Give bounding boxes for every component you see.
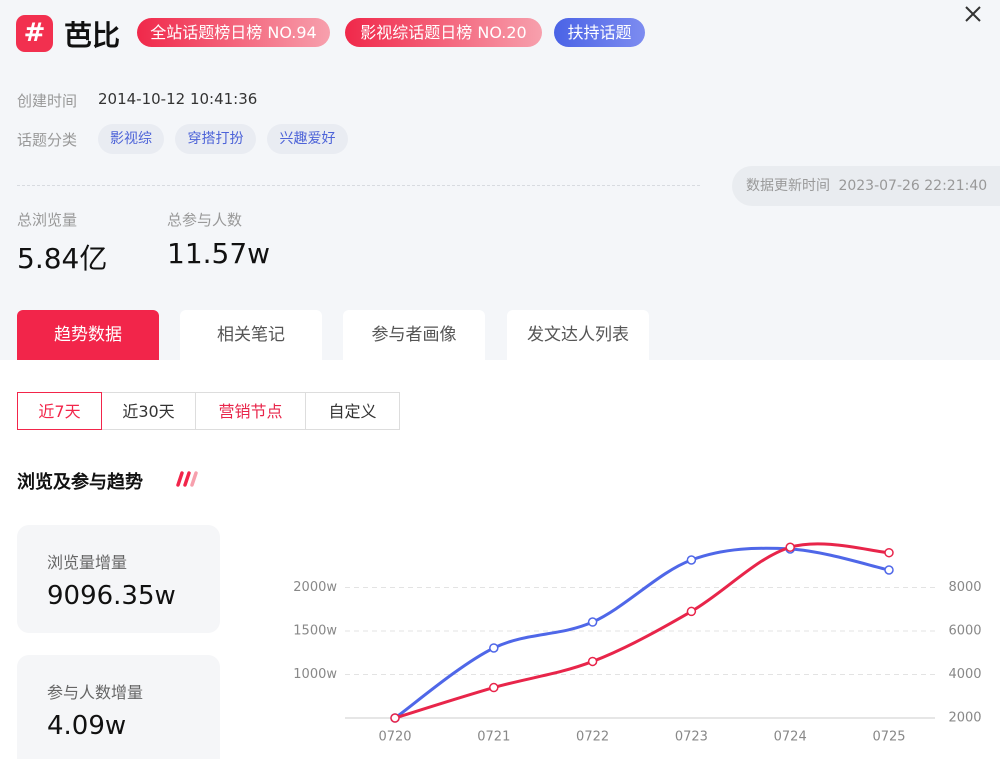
divider <box>17 185 700 186</box>
section-icon <box>176 471 198 487</box>
card-value: 9096.35w <box>47 581 176 611</box>
stat-card: 浏览量增量 9096.35w <box>17 525 220 633</box>
data-point <box>587 617 598 627</box>
y-tick-label: 2000w <box>293 580 337 595</box>
filter[interactable]: 自定义 <box>305 392 400 430</box>
data-point <box>489 682 499 693</box>
x-tick-label: 0723 <box>675 730 708 745</box>
rank-badge: 全站话题榜日榜 NO.94 <box>137 18 330 47</box>
data-point <box>884 565 894 575</box>
topic-title: 芭比 <box>64 19 121 52</box>
y-tick-label: 1000w <box>293 667 337 682</box>
section-title: 浏览及参与趋势 <box>17 472 143 493</box>
close-button[interactable] <box>963 4 983 24</box>
data-point <box>489 643 499 653</box>
category-tag[interactable]: 影视综 <box>98 124 164 154</box>
y2-tick-label: 6000 <box>948 624 981 639</box>
category-tag[interactable]: 穿搭打扮 <box>175 124 256 154</box>
tab[interactable]: 参与者画像 <box>343 310 485 360</box>
data-point <box>785 542 795 553</box>
x-tick-label: 0722 <box>576 730 609 745</box>
series-line <box>394 542 890 720</box>
update-value: 2023-07-26 22:21:40 <box>838 178 988 194</box>
update-label: 数据更新时间 <box>746 178 830 194</box>
support-badge: 扶持话题 <box>554 18 645 47</box>
category-tag[interactable]: 兴趣爱好 <box>267 124 348 154</box>
y-tick-label: 1500w <box>293 624 337 639</box>
data-point <box>390 713 400 723</box>
data-point <box>686 606 697 617</box>
rank-badge: 影视综话题日榜 NO.20 <box>345 18 542 47</box>
tab[interactable]: 相关笔记 <box>180 310 322 360</box>
y2-tick-label: 8000 <box>948 580 981 595</box>
tab-active[interactable]: 趋势数据 <box>17 310 159 360</box>
data-point <box>884 547 894 558</box>
created-value: 2014-10-12 10:41:36 <box>98 90 258 108</box>
series-line <box>394 546 890 720</box>
card-label: 参与人数增量 <box>47 683 144 702</box>
created-label: 创建时间 <box>17 92 78 110</box>
category-label: 话题分类 <box>17 131 78 149</box>
x-tick-label: 0721 <box>477 730 510 745</box>
stat-label: 总参与人数 <box>167 211 243 229</box>
x-tick-label: 0720 <box>378 730 411 745</box>
x-tick-label: 0724 <box>774 730 807 745</box>
filter-active[interactable]: 近7天 <box>17 392 102 430</box>
stat-label: 总浏览量 <box>17 211 78 229</box>
stat-card: 参与人数增量 4.09w <box>17 655 220 759</box>
stat-value: 5.84亿 <box>17 242 108 275</box>
data-point <box>587 656 598 667</box>
card-value: 4.09w <box>47 711 127 741</box>
y2-tick-label: 2000 <box>948 711 981 726</box>
y2-tick-label: 4000 <box>948 667 981 682</box>
x-tick-label: 0725 <box>872 730 905 745</box>
topic-icon: # <box>16 15 53 52</box>
stat-value: 11.57w <box>167 237 271 270</box>
tab[interactable]: 发文达人列表 <box>507 310 649 360</box>
data-point <box>686 555 697 565</box>
update-pill: 数据更新时间 2023-07-26 22:21:40 <box>732 166 1000 206</box>
card-label: 浏览量增量 <box>47 553 128 572</box>
